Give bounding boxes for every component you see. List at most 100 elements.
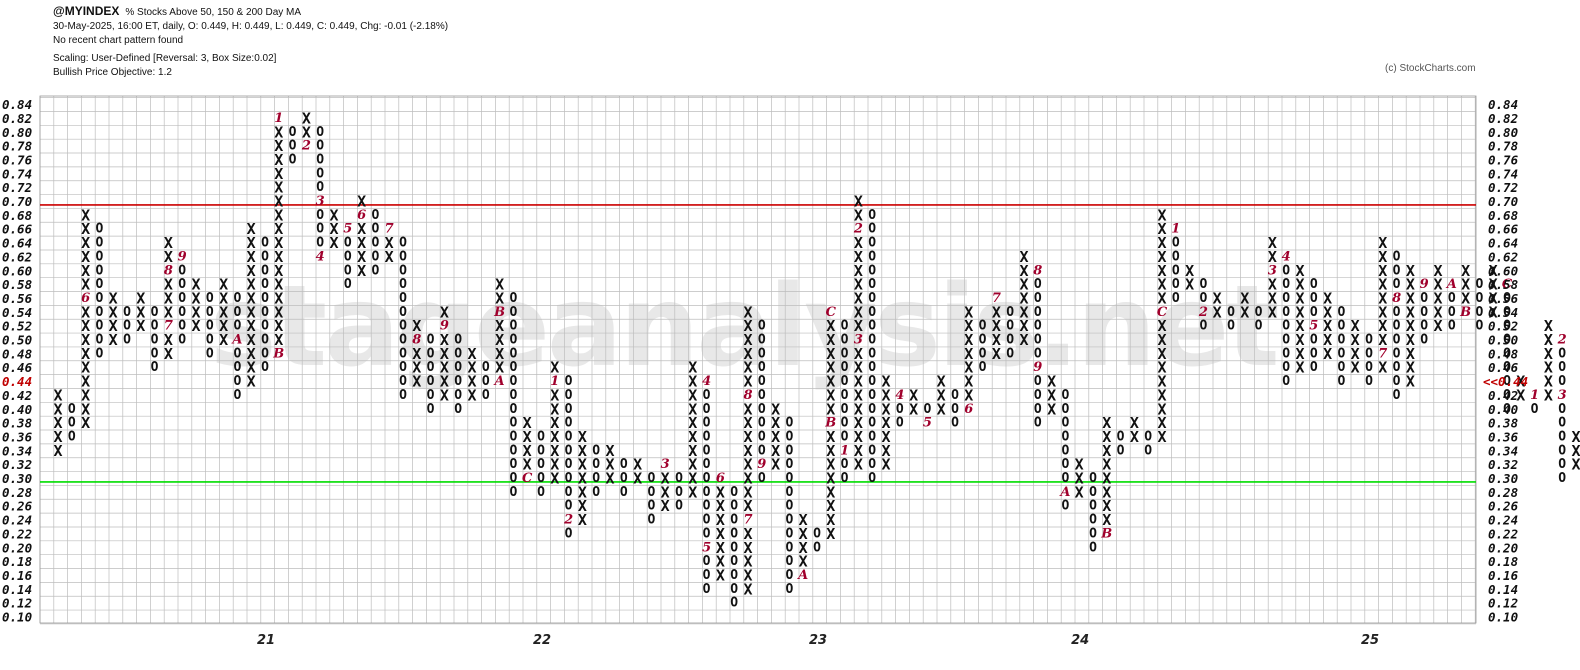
month-marker: 6 — [81, 291, 90, 306]
o-box: O — [1282, 333, 1290, 348]
y-tick-left: 0.12 — [2, 596, 32, 611]
x-box: X — [247, 289, 256, 307]
x-box: X — [743, 359, 752, 377]
o-box: O — [785, 457, 793, 472]
x-box: X — [826, 345, 835, 363]
x-box: X — [909, 386, 918, 404]
o-box: O — [509, 402, 517, 417]
o-box: O — [399, 346, 407, 361]
y-tick-right: 0.54 — [1488, 305, 1518, 320]
o-box: O — [841, 388, 849, 403]
x-box: X — [964, 303, 973, 321]
o-box: O — [261, 333, 269, 348]
o-box: O — [1475, 319, 1483, 334]
x-box: X — [854, 442, 863, 460]
y-tick-right: 0.58 — [1488, 277, 1518, 292]
x-box: X — [495, 317, 504, 335]
o-box: O — [1089, 526, 1097, 541]
o-box: O — [1006, 333, 1014, 348]
y-tick-left: 0.22 — [2, 526, 32, 541]
o-box: O — [1365, 374, 1373, 389]
o-box: O — [841, 360, 849, 375]
x-box: X — [1323, 317, 1332, 335]
x-box: X — [1157, 428, 1166, 446]
x-box: X — [1406, 276, 1415, 294]
o-box: O — [979, 333, 987, 348]
y-tick-right: 0.10 — [1488, 610, 1518, 625]
o-box: O — [758, 443, 766, 458]
o-box: O — [1172, 277, 1180, 292]
x-box: X — [1461, 276, 1470, 294]
o-box: O — [482, 388, 490, 403]
x-box: X — [1351, 359, 1360, 377]
x-box: X — [633, 470, 642, 488]
o-box: O — [371, 249, 379, 264]
o-box: O — [1282, 360, 1290, 375]
o-box: O — [399, 388, 407, 403]
o-box: O — [758, 319, 766, 334]
y-tick-right: 0.30 — [1488, 471, 1518, 486]
y-tick-right: 0.42 — [1488, 388, 1518, 403]
x-box: X — [578, 511, 587, 529]
o-box: O — [730, 485, 738, 500]
o-box: O — [178, 319, 186, 334]
x-box: X — [771, 428, 780, 446]
o-box: O — [344, 236, 352, 251]
x-box: X — [412, 317, 421, 335]
x-box: X — [81, 206, 90, 224]
x-box: X — [53, 400, 62, 418]
y-tick-right: 0.32 — [1488, 457, 1518, 472]
o-box: O — [758, 388, 766, 403]
objective-line: Bullish Price Objective: 1.2 — [53, 67, 172, 78]
x-box: X — [1019, 289, 1028, 307]
o-box: O — [1227, 319, 1235, 334]
x-box: X — [826, 456, 835, 474]
o-box: O — [399, 263, 407, 278]
o-box: O — [758, 416, 766, 431]
o-box: O — [399, 305, 407, 320]
x-box: X — [716, 566, 725, 584]
o-box: O — [509, 360, 517, 375]
o-box: O — [1558, 443, 1566, 458]
o-box: O — [1034, 374, 1042, 389]
x-box: X — [467, 386, 476, 404]
x-box: X — [826, 442, 835, 460]
y-tick-left: 0.26 — [2, 499, 33, 514]
x-box: X — [826, 511, 835, 529]
o-box: O — [758, 360, 766, 375]
current-price-marker: <<0.44 — [1483, 374, 1528, 389]
o-box: O — [399, 236, 407, 251]
o-box: O — [399, 277, 407, 292]
o-box: O — [1089, 471, 1097, 486]
x-box: X — [826, 497, 835, 515]
o-box: O — [509, 333, 517, 348]
o-box: O — [868, 457, 876, 472]
o-box: O — [1337, 319, 1345, 334]
o-box: O — [565, 374, 573, 389]
x-box: X — [523, 414, 532, 432]
y-tick-right: 0.74 — [1488, 166, 1518, 181]
x-box: X — [1268, 303, 1277, 321]
o-box: O — [703, 568, 711, 583]
x-box: X — [1516, 373, 1525, 391]
x-box: X — [274, 331, 283, 349]
x-box: X — [81, 220, 90, 238]
x-box: X — [274, 123, 283, 141]
o-box: O — [68, 402, 76, 417]
o-box: O — [1558, 416, 1566, 431]
x-box: X — [1240, 303, 1249, 321]
x-box: X — [550, 386, 559, 404]
o-box: O — [1503, 374, 1511, 389]
x-box: X — [550, 456, 559, 474]
o-box: O — [1144, 443, 1152, 458]
x-box: X — [440, 331, 449, 349]
o-box: O — [896, 416, 904, 431]
month-marker: A — [230, 333, 242, 348]
o-box: O — [868, 333, 876, 348]
o-box: O — [371, 263, 379, 278]
x-axis: 21 22 23 24 25 — [257, 633, 1379, 648]
x-box: X — [191, 303, 200, 321]
x-box: X — [578, 442, 587, 460]
x-box: X — [881, 373, 890, 391]
x-box: X — [743, 539, 752, 557]
